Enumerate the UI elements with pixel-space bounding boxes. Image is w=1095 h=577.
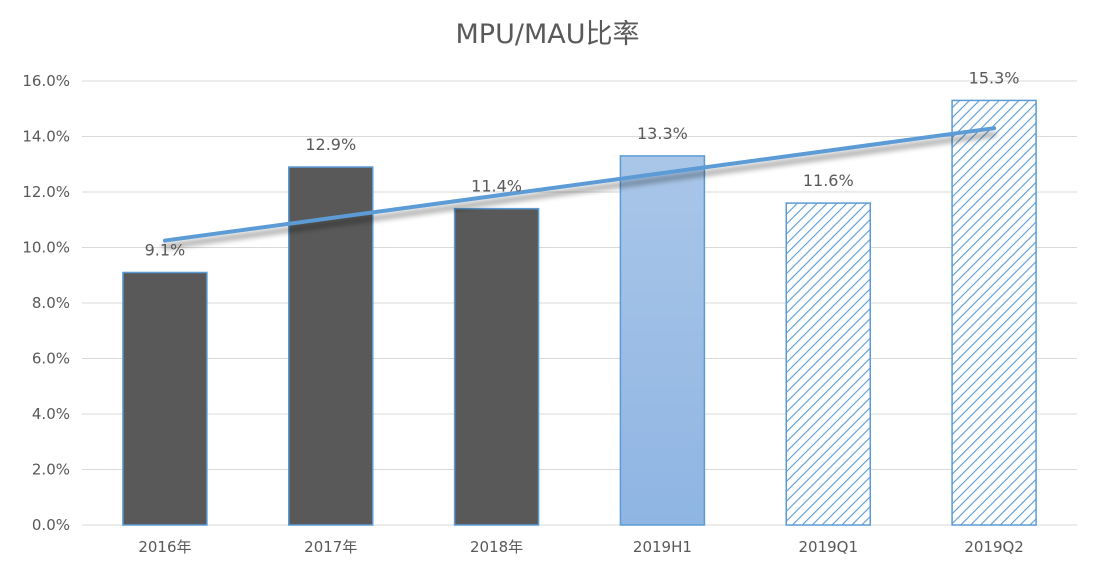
x-tick-label: 2018年	[470, 538, 523, 556]
chart-title: MPU/MAU比率	[455, 19, 640, 50]
x-tick-label: 2017年	[304, 538, 357, 556]
y-axis: 0.0% 2.0% 4.0% 6.0% 8.0% 10.0% 12.0% 14.0% 16.0%	[22, 72, 70, 534]
data-label: 15.3%	[969, 68, 1020, 87]
x-axis: 2016年 2017年 2018年 2019H1 2019Q1 2019Q2	[138, 538, 1024, 556]
bar-2017年	[288, 166, 374, 526]
y-tick-label: 0.0%	[32, 516, 70, 534]
x-tick-label: 2016年	[138, 538, 191, 556]
bar-2018年	[453, 207, 540, 526]
bar-2019H1	[619, 155, 706, 526]
x-tick-label: 2019H1	[633, 538, 692, 556]
x-tick-label: 2019Q1	[798, 538, 858, 556]
data-label: 11.6%	[803, 171, 854, 190]
bar-2019Q1	[785, 202, 871, 526]
bar-2019Q2	[951, 99, 1037, 526]
data-label: 9.1%	[145, 240, 186, 259]
y-tick-label: 6.0%	[32, 350, 70, 368]
y-tick-label: 14.0%	[22, 128, 70, 146]
bar-2016年	[122, 271, 208, 526]
y-tick-label: 10.0%	[22, 239, 70, 257]
y-tick-label: 12.0%	[22, 183, 70, 201]
data-label: 13.3%	[637, 124, 688, 143]
data-label: 12.9%	[305, 135, 356, 154]
y-tick-label: 2.0%	[32, 461, 70, 479]
trendline-layer	[162, 126, 997, 243]
gridlines	[82, 80, 1077, 526]
data-label: 11.4%	[471, 177, 522, 196]
y-tick-label: 4.0%	[32, 405, 70, 423]
y-tick-label: 8.0%	[32, 294, 70, 312]
bars	[122, 99, 1037, 526]
trendline	[162, 126, 997, 243]
y-tick-label: 16.0%	[22, 72, 70, 90]
x-tick-label: 2019Q2	[964, 538, 1024, 556]
data-labels: 9.1% 12.9% 11.4% 13.3% 11.6% 15.3%	[145, 68, 1020, 259]
